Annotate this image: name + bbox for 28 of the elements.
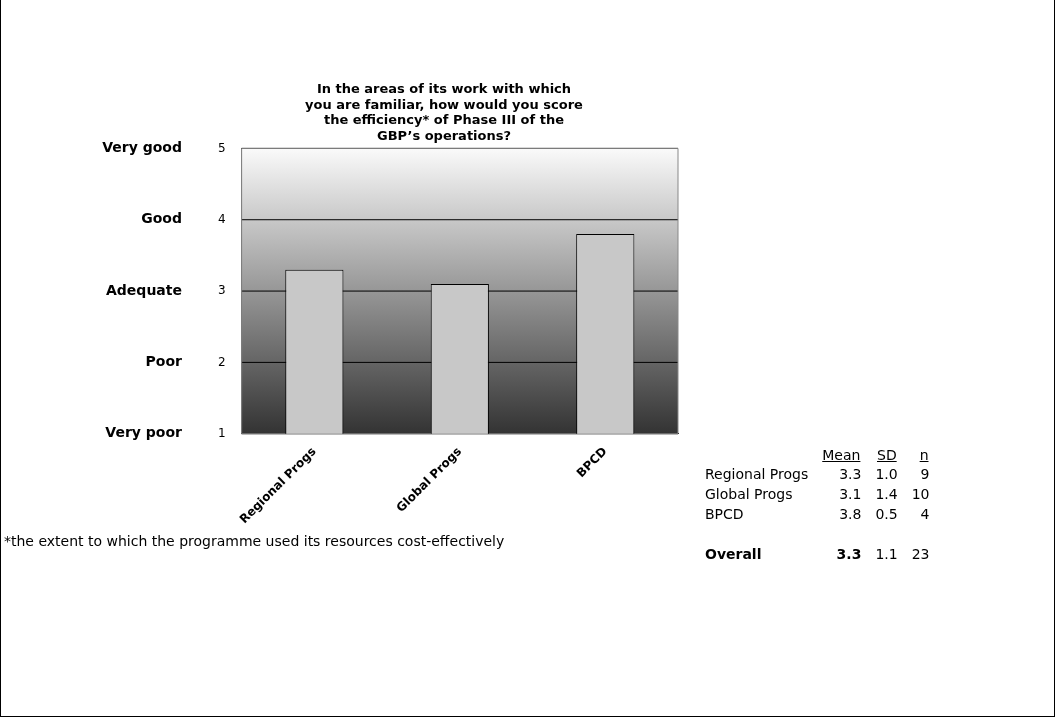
data-label: 10	[910, 485, 930, 504]
y-tick-label: 4	[217, 211, 226, 226]
y-tick-label: 1	[217, 425, 226, 440]
chart-title: In the areas of its work with which you are familiar, how would you score the efficiency* of Phase III of the GBP’s operations?	[305, 81, 584, 143]
data-label: 3.3	[838, 465, 862, 484]
data-label: 9	[919, 465, 930, 484]
y-tick-label: 2	[217, 354, 226, 369]
data-label: 3.8	[838, 505, 862, 524]
text: Poor	[145, 353, 183, 370]
text: Very good	[102, 139, 182, 156]
data-label: 1.1	[874, 545, 898, 564]
data-label: 1.0	[874, 465, 898, 484]
text: Adequate	[106, 281, 182, 298]
data-label: 3.3	[835, 545, 862, 564]
y-tick-label: 5	[217, 140, 226, 155]
data-label: 0.5	[874, 505, 898, 524]
data-label: 1.4	[874, 485, 898, 504]
y-tick-label: 3	[217, 283, 226, 298]
text: SD	[876, 446, 898, 464]
text: n	[918, 446, 930, 464]
category-label: Overall	[705, 545, 763, 564]
data-label: 4	[919, 505, 930, 524]
text: Very poor	[105, 424, 183, 441]
data-label: 3.1	[838, 485, 862, 504]
text: Good	[141, 210, 182, 227]
data-label: 23	[910, 545, 930, 564]
text: *the extent to which the programme used its resources cost-effectively	[4, 533, 505, 549]
text: Mean	[821, 446, 862, 464]
